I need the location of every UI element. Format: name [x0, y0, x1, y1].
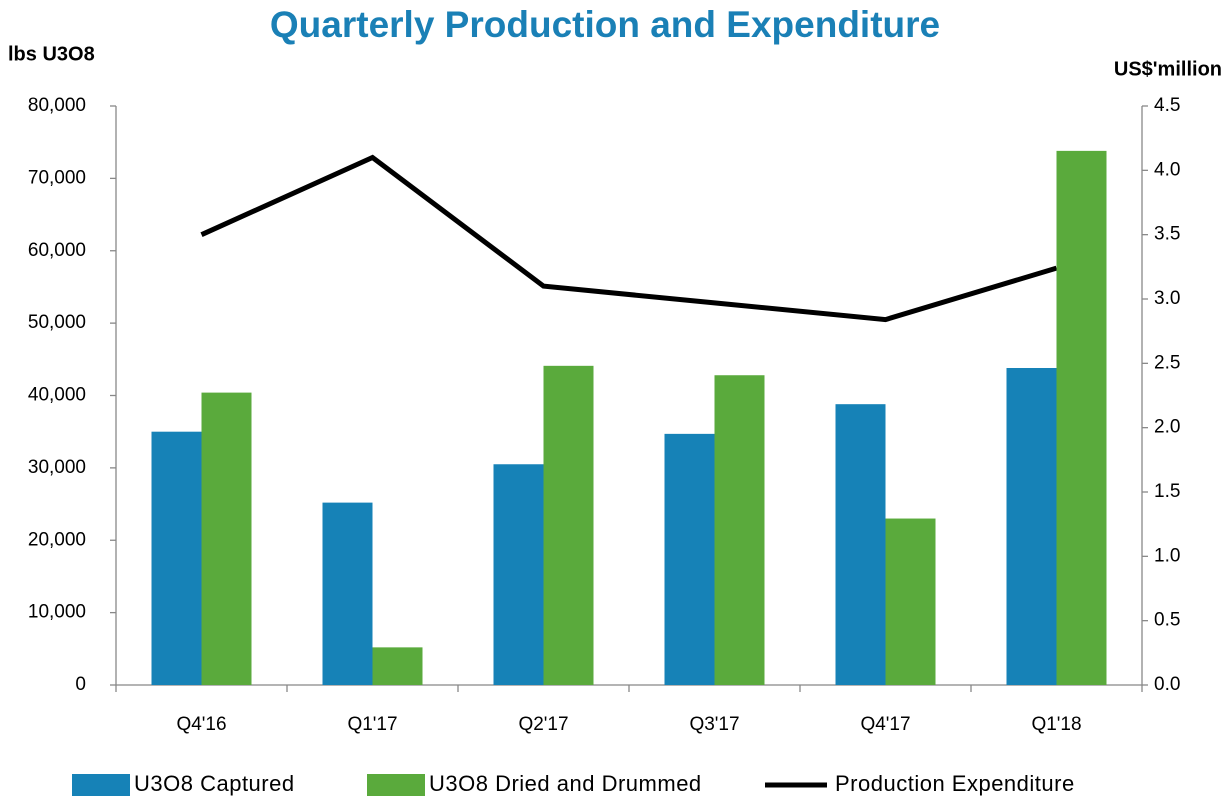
- x-tick-label: Q4'16: [176, 714, 226, 735]
- legend-label: U3O8 Dried and Drummed: [429, 771, 702, 796]
- x-tick-label: Q2'17: [518, 714, 568, 735]
- y-tick-label: 0: [75, 674, 86, 695]
- bar: [835, 404, 886, 685]
- bar: [714, 375, 765, 685]
- y2-tick-label: 0.5: [1154, 610, 1180, 631]
- y-tick-label: 30,000: [28, 457, 86, 478]
- x-tick-label: Q1'17: [347, 714, 397, 735]
- bar: [493, 464, 544, 685]
- bar: [1006, 367, 1057, 685]
- y2-tick-label: 3.0: [1154, 288, 1180, 309]
- y-axis-title: lbs U3O8: [8, 43, 95, 65]
- y-tick-label: 10,000: [28, 602, 86, 623]
- y-tick-label: 20,000: [28, 529, 86, 550]
- y-tick-label: 50,000: [28, 312, 86, 333]
- chart-title: Quarterly Production and Expenditure: [270, 4, 940, 45]
- y2-tick-label: 1.5: [1154, 481, 1180, 502]
- expenditure-line: [200, 154, 1058, 323]
- bar: [322, 502, 373, 685]
- x-tick-label: Q4'17: [860, 714, 910, 735]
- y-tick-label: 70,000: [28, 167, 86, 188]
- legend-swatch: [72, 774, 130, 796]
- y2-axis-title: US$'million: [1114, 58, 1222, 80]
- legend-label: Production Expenditure: [835, 771, 1075, 796]
- bar: [201, 392, 252, 685]
- bar: [372, 647, 423, 685]
- y2-tick-label: 2.0: [1154, 417, 1180, 438]
- x-tick-label: Q3'17: [689, 714, 739, 735]
- bar: [543, 365, 594, 685]
- bar: [1056, 150, 1107, 685]
- y2-tick-label: 4.0: [1154, 159, 1180, 180]
- y2-tick-label: 3.5: [1154, 224, 1180, 245]
- y2-tick-label: 1.0: [1154, 545, 1180, 566]
- y-tick-label: 40,000: [28, 385, 86, 406]
- y2-tick-label: 0.0: [1154, 674, 1180, 695]
- bar: [151, 431, 202, 685]
- legend-swatch: [367, 774, 425, 796]
- legend-label: U3O8 Captured: [134, 771, 295, 796]
- y-tick-label: 60,000: [28, 240, 86, 261]
- bar: [885, 518, 936, 685]
- bar: [664, 433, 715, 685]
- y-tick-label: 80,000: [28, 95, 86, 116]
- y2-tick-label: 2.5: [1154, 352, 1180, 373]
- y2-tick-label: 4.5: [1154, 95, 1180, 116]
- x-tick-label: Q1'18: [1031, 714, 1081, 735]
